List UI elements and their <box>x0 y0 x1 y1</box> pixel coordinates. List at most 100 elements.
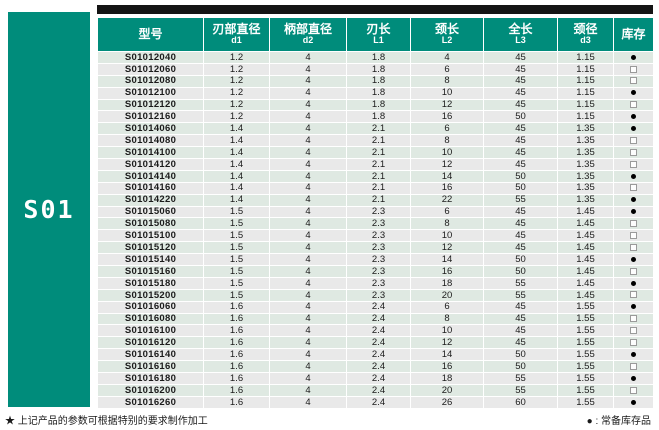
model-cell: S01015200 <box>97 288 204 302</box>
table-row: S01012100 1.2 4 1.8 10 45 1.15 <box>97 86 654 100</box>
value-cell: 20 <box>410 288 484 302</box>
col-header-label: 刃长 <box>366 21 391 36</box>
model-cell: S01015160 <box>97 265 204 278</box>
on-request-square-icon <box>630 232 637 240</box>
model-cell: S01014140 <box>97 169 204 183</box>
value-cell: 10 <box>410 146 484 160</box>
value-cell: 1.4 <box>203 122 270 136</box>
value-cell: 1.55 <box>557 372 614 385</box>
value-cell: 50 <box>483 265 558 278</box>
model-cell: S01014160 <box>97 181 204 195</box>
value-cell: 1.6 <box>203 336 270 350</box>
stock-cell <box>613 205 654 219</box>
value-cell: 55 <box>483 383 558 397</box>
value-cell: 2.1 <box>346 134 411 148</box>
table-row: S01014120 1.4 4 2.1 12 45 1.35 <box>97 158 654 171</box>
value-cell: 1.45 <box>557 265 614 278</box>
value-cell: 4 <box>269 372 347 385</box>
table-row: S01016260 1.6 4 2.4 26 60 1.55 <box>97 395 654 409</box>
stock-cell <box>613 360 654 374</box>
value-cell: 1.2 <box>203 51 270 64</box>
value-cell: 8 <box>410 74 484 88</box>
value-cell: 18 <box>410 372 484 385</box>
stock-legend: ● : 常备库存品 <box>586 416 651 427</box>
col-header-label: 全长 <box>508 21 533 36</box>
value-cell: 10 <box>410 229 484 243</box>
stock-cell <box>613 62 654 76</box>
on-request-square-icon <box>630 362 637 370</box>
spec-table: 型号 刃部直径 d1 柄部直径 d2 刃长 L1 颈长 L2 全长 L3 颈径 d3 库存 S010120… <box>97 17 654 409</box>
value-cell: 1.2 <box>203 110 270 124</box>
value-cell: 1.4 <box>203 169 270 183</box>
in-stock-dot-icon <box>631 114 636 120</box>
value-cell: 45 <box>483 62 558 76</box>
table-row: S01014080 1.4 4 2.1 8 45 1.35 <box>97 134 654 148</box>
stock-cell <box>613 98 654 112</box>
value-cell: 4 <box>269 74 347 88</box>
value-cell: 45 <box>483 229 558 243</box>
model-cell: S01016080 <box>97 312 204 326</box>
value-cell: 2.3 <box>346 217 411 231</box>
col-header-c7: 库存 <box>613 17 654 52</box>
value-cell: 4 <box>269 158 347 171</box>
value-cell: 2.1 <box>346 146 411 160</box>
stock-cell <box>613 158 654 171</box>
value-cell: 1.6 <box>203 372 270 385</box>
value-cell: 2.4 <box>346 383 411 397</box>
value-cell: 4 <box>269 241 347 255</box>
value-cell: 2.3 <box>346 276 411 290</box>
on-request-square-icon <box>630 327 637 335</box>
value-cell: 1.8 <box>346 110 411 124</box>
on-request-square-icon <box>630 386 637 394</box>
col-header-sub: d2 <box>302 35 314 46</box>
stock-cell <box>613 134 654 148</box>
value-cell: 4 <box>269 110 347 124</box>
value-cell: 4 <box>269 300 347 314</box>
value-cell: 55 <box>483 288 558 302</box>
value-cell: 4 <box>269 86 347 100</box>
value-cell: 45 <box>483 146 558 160</box>
value-cell: 4 <box>269 253 347 267</box>
value-cell: 12 <box>410 158 484 171</box>
stock-cell <box>613 276 654 290</box>
value-cell: 4 <box>269 288 347 302</box>
value-cell: 45 <box>483 86 558 100</box>
col-header-label: 刃部直径 <box>212 21 261 36</box>
on-request-square-icon <box>630 184 637 192</box>
value-cell: 1.2 <box>203 98 270 112</box>
value-cell: 45 <box>483 98 558 112</box>
on-request-square-icon <box>630 136 637 144</box>
value-cell: 4 <box>269 193 347 207</box>
value-cell: 4 <box>269 51 347 64</box>
col-header-c0: 型号 <box>97 17 204 52</box>
on-request-square-icon <box>630 243 637 251</box>
col-header-L3: 全长 L3 <box>483 17 558 52</box>
table-row: S01014220 1.4 4 2.1 22 55 1.35 <box>97 193 654 207</box>
value-cell: 6 <box>410 205 484 219</box>
on-request-square-icon <box>630 77 637 85</box>
value-cell: 1.8 <box>346 86 411 100</box>
table-row: S01015080 1.5 4 2.3 8 45 1.45 <box>97 217 654 231</box>
value-cell: 1.6 <box>203 300 270 314</box>
value-cell: 2.4 <box>346 300 411 314</box>
value-cell: 1.35 <box>557 169 614 183</box>
value-cell: 1.6 <box>203 360 270 374</box>
on-request-square-icon <box>630 160 637 168</box>
value-cell: 4 <box>269 229 347 243</box>
on-request-square-icon <box>630 65 637 73</box>
in-stock-dot-icon <box>631 126 636 132</box>
value-cell: 4 <box>269 205 347 219</box>
model-cell: S01014120 <box>97 158 204 171</box>
value-cell: 1.35 <box>557 122 614 136</box>
value-cell: 1.4 <box>203 146 270 160</box>
value-cell: 26 <box>410 395 484 409</box>
value-cell: 1.45 <box>557 253 614 267</box>
series-sidebar-tab[interactable]: S01 <box>8 12 90 407</box>
on-request-square-icon <box>630 315 637 323</box>
col-header-sub: d1 <box>231 35 242 46</box>
value-cell: 1.45 <box>557 205 614 219</box>
col-header-label: 柄部直径 <box>283 21 332 36</box>
value-cell: 22 <box>410 193 484 207</box>
value-cell: 16 <box>410 265 484 278</box>
value-cell: 1.5 <box>203 205 270 219</box>
